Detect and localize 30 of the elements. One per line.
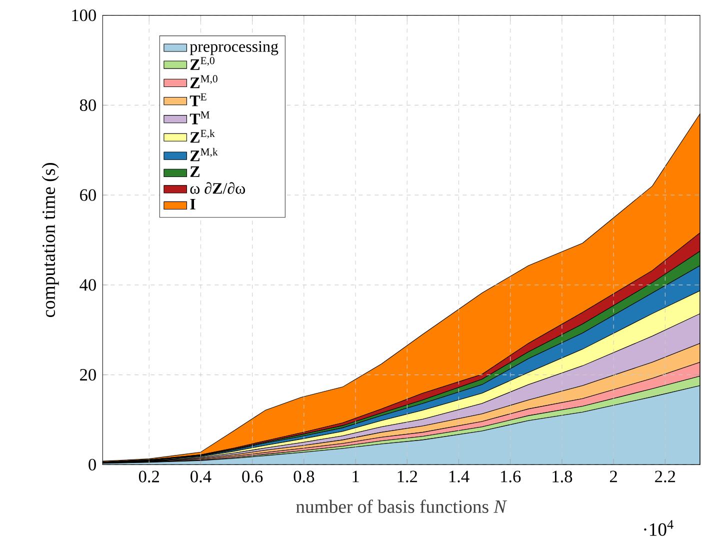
y-tick-label: 60 [80, 189, 96, 202]
x-axis-title: number of basis functions N [296, 500, 508, 514]
x-tick-label: 0.6 [242, 470, 263, 483]
legend-label: T$^{M}$ [190, 112, 210, 124]
text: ·10$^{4}$ [644, 520, 674, 536]
x-tick-label: 1.2 [398, 470, 418, 483]
legend-label: I [190, 199, 196, 210]
legend-label: Z$^{E,0}$ [190, 57, 214, 70]
legend-label: T$^{E}$ [190, 94, 206, 106]
legend-label: Z$^{M,k}$ [190, 148, 218, 162]
y-tick-label: 20 [80, 369, 96, 381]
legend-label: Z$^{M,0}$ [190, 75, 218, 88]
x-tick-label: 0.2 [138, 470, 159, 483]
y-axis-title: computation time (s) [42, 163, 59, 318]
y-tick-label: 100 [72, 10, 96, 22]
x-tick-label: 1.4 [449, 470, 470, 483]
legend-label: ω ∂Z/∂ω [190, 182, 246, 194]
legend-label: Z [190, 166, 200, 178]
x-tick-label: 2.2 [655, 470, 676, 483]
x-tick-label: 0.8 [294, 470, 314, 483]
legend-label: preprocessing [190, 41, 278, 56]
x-tick-label: 1 [352, 470, 359, 482]
x-tick-label: 2 [610, 470, 617, 482]
y-tick-label: 0 [88, 458, 96, 471]
y-tick-label: 40 [80, 279, 96, 291]
x-tick-label: 1.8 [552, 470, 572, 483]
x-tick-label: 0.4 [190, 470, 212, 483]
y-tick-label: 80 [80, 100, 96, 112]
legend-label: Z$^{E,k}$ [190, 130, 215, 143]
x-tick-label: 1.6 [501, 470, 521, 483]
